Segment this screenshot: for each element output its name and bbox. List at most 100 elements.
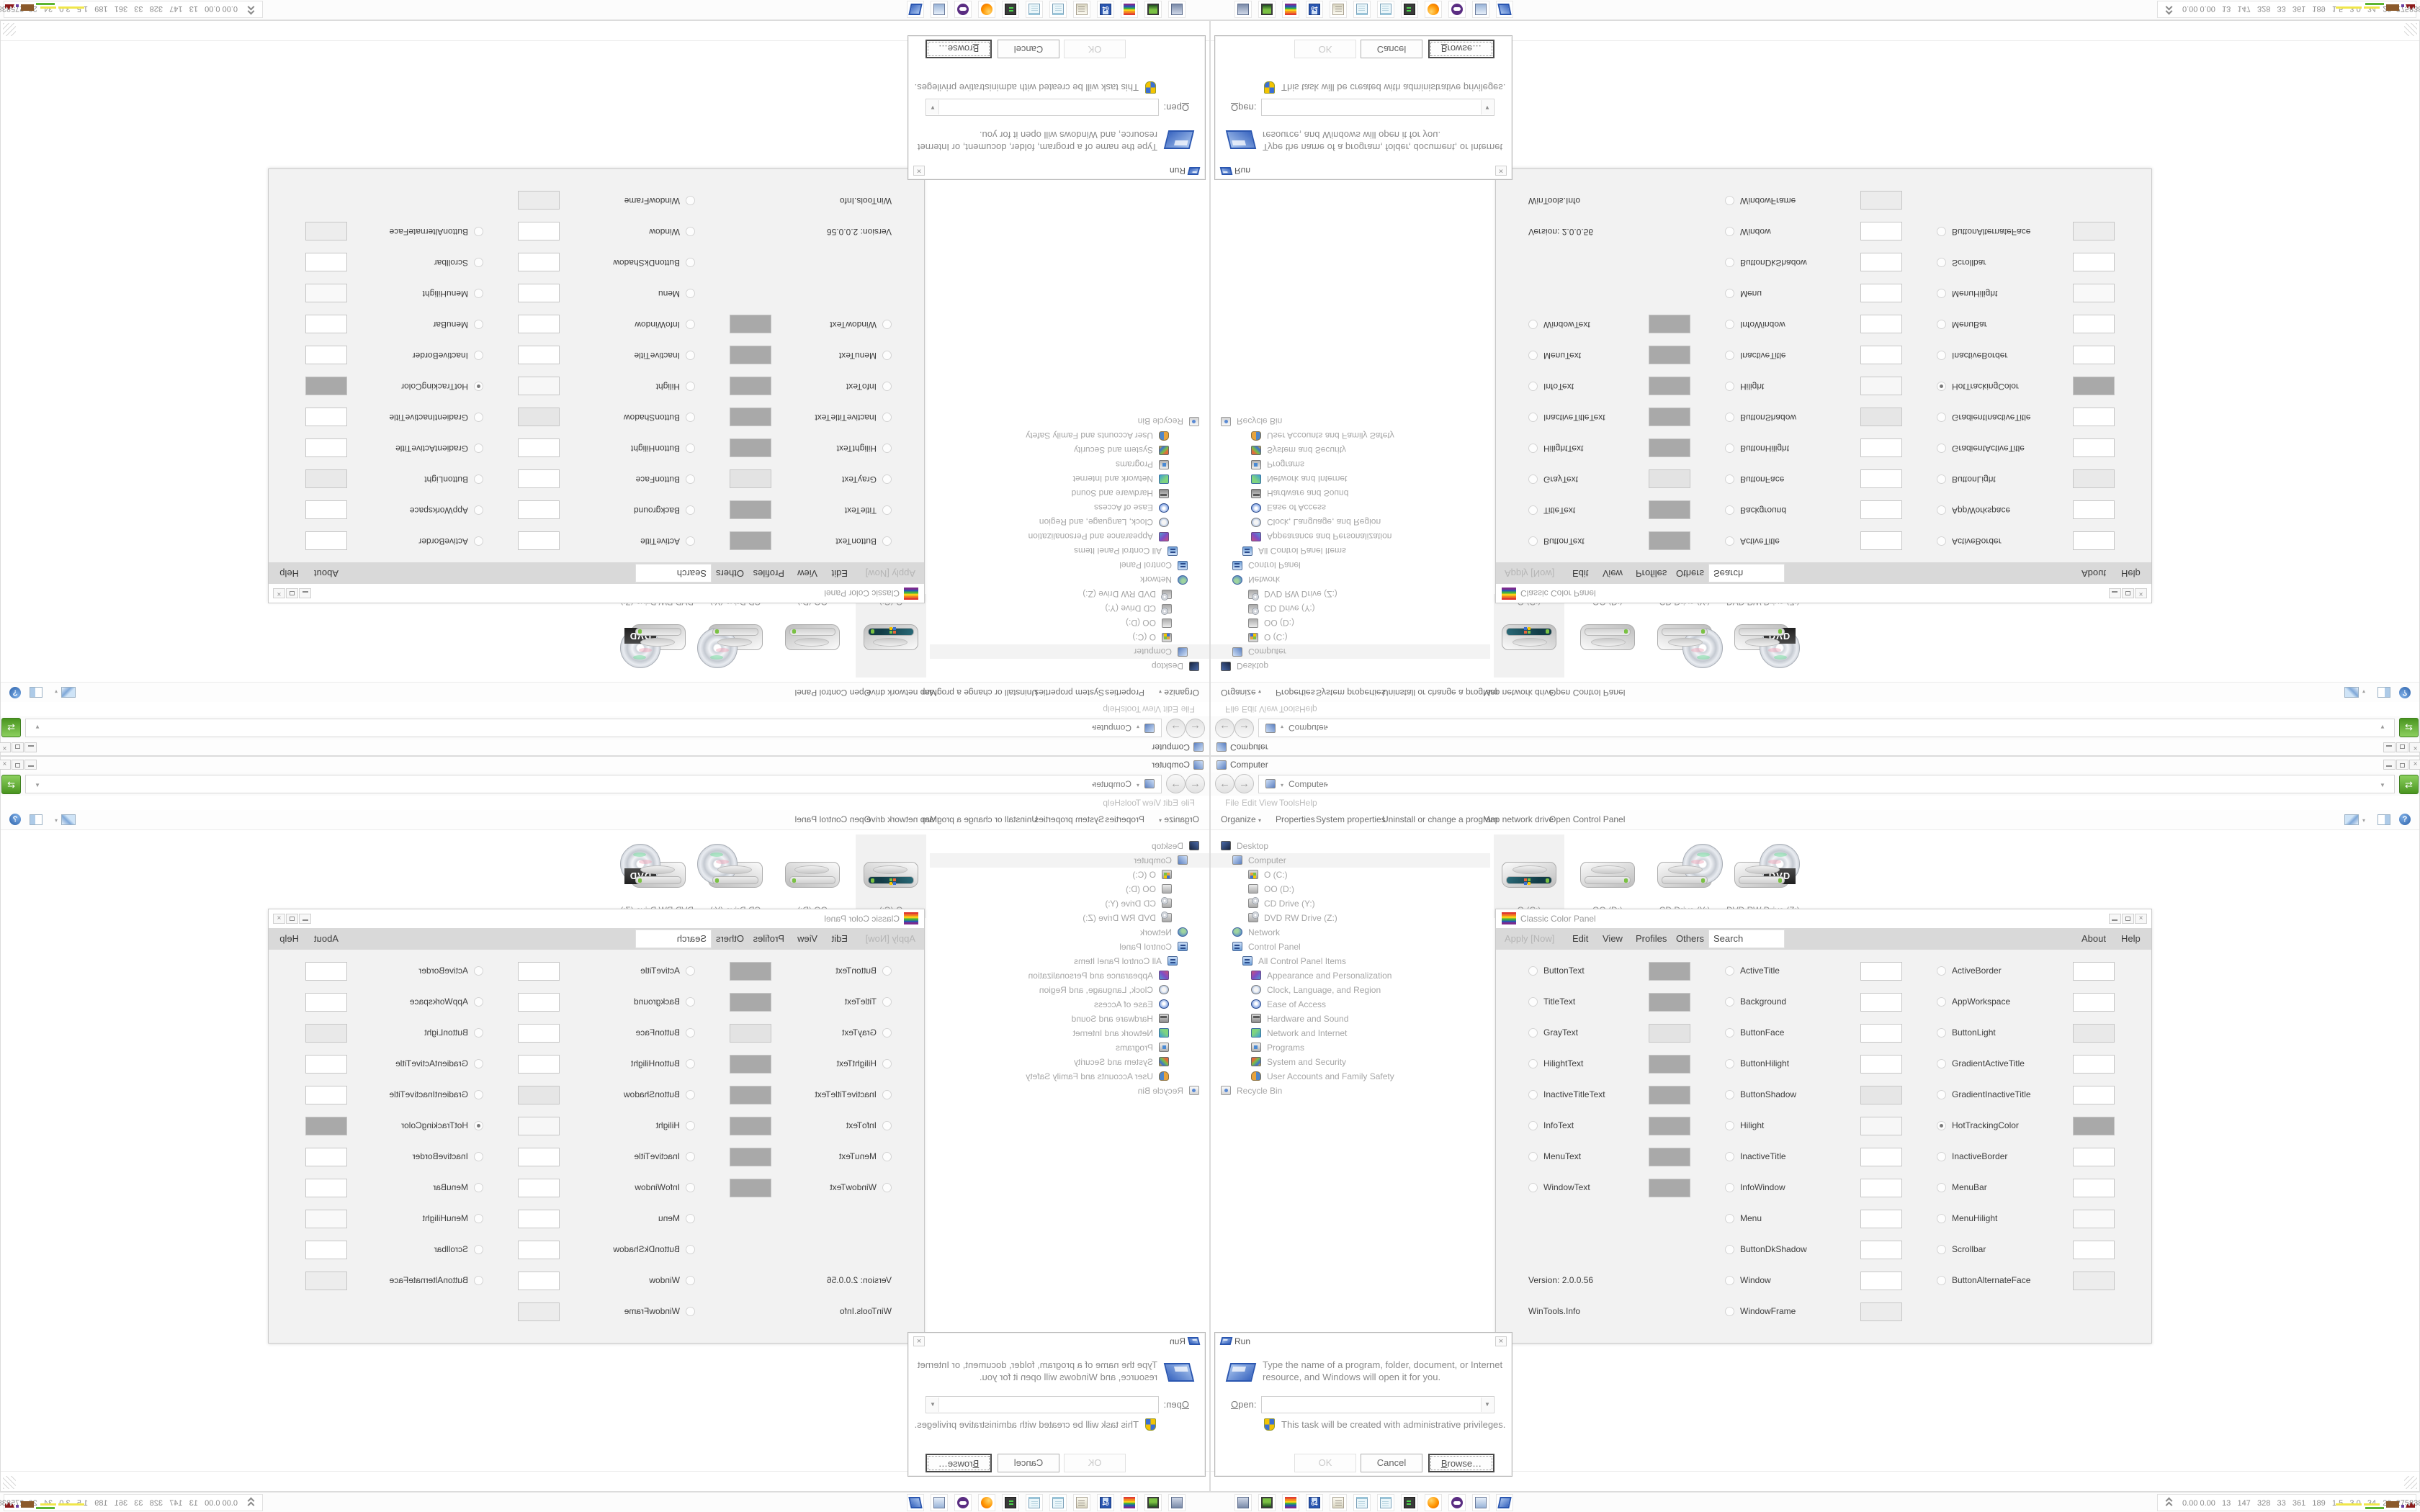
color-swatch[interactable] bbox=[518, 377, 560, 395]
radio-button[interactable] bbox=[1528, 505, 1538, 515]
radio-button[interactable] bbox=[1725, 966, 1734, 976]
taskbar-remote-terminal-icon[interactable] bbox=[1401, 1494, 1418, 1511]
color-swatch[interactable] bbox=[305, 531, 347, 550]
tree-item-hardware-sound[interactable]: Hardware and Sound bbox=[1211, 1012, 1490, 1026]
search-input[interactable]: Search bbox=[635, 930, 712, 948]
taskbar-floppy-64-icon[interactable]: 64 bbox=[1097, 1494, 1114, 1511]
map-network-drive-button[interactable]: Map network drive bbox=[1483, 814, 1554, 824]
radio-button[interactable] bbox=[1528, 966, 1538, 976]
color-swatch[interactable] bbox=[2073, 253, 2115, 271]
taskbar-notepad-icon-2[interactable] bbox=[1377, 1, 1394, 18]
color-swatch[interactable] bbox=[1649, 993, 1690, 1012]
taskbar-incognito-mask-icon[interactable] bbox=[954, 1494, 972, 1511]
taskbar-notepad-icon[interactable] bbox=[1353, 1, 1371, 18]
tree-item-hardware-sound[interactable]: Hardware and Sound bbox=[930, 1012, 1209, 1026]
back-button[interactable]: ← bbox=[1215, 719, 1234, 738]
radio-button[interactable] bbox=[474, 289, 483, 298]
minimize-button[interactable] bbox=[24, 760, 37, 770]
apply-now-button[interactable]: Apply [Now] bbox=[865, 933, 915, 944]
color-swatch[interactable] bbox=[305, 346, 347, 364]
breadcrumb[interactable]: Computer bbox=[1289, 723, 1327, 733]
tree-item-appearance[interactable]: Appearance and Personalization bbox=[930, 529, 1209, 544]
open-control-panel-button[interactable]: Open Control Panel bbox=[1549, 688, 1626, 698]
color-swatch[interactable] bbox=[1649, 1024, 1690, 1043]
drive-tile-cd[interactable]: CD Drive (Y:) bbox=[697, 834, 771, 918]
color-swatch[interactable] bbox=[518, 1302, 560, 1321]
taskbar-run-icon[interactable] bbox=[907, 1, 924, 18]
color-swatch[interactable] bbox=[730, 408, 771, 426]
menu-others[interactable]: Others bbox=[715, 933, 744, 944]
close-button[interactable]: × bbox=[2135, 914, 2147, 924]
taskbar-script-icon[interactable] bbox=[1330, 1, 1347, 18]
radio-button[interactable] bbox=[1937, 1214, 1946, 1223]
color-panel-titlebar[interactable]: Classic Color Panel × bbox=[1496, 909, 2151, 928]
explorer-titlebar[interactable]: Computer × bbox=[0, 739, 1209, 755]
radio-button[interactable] bbox=[474, 1059, 483, 1068]
radio-button[interactable] bbox=[686, 536, 695, 546]
back-button[interactable]: ← bbox=[1186, 719, 1205, 738]
color-swatch[interactable] bbox=[2073, 1148, 2115, 1166]
tree-item-network[interactable]: Network bbox=[1211, 925, 1490, 940]
tree-item-user-accounts[interactable]: User Accounts and Family Safety bbox=[1211, 1069, 1490, 1084]
radio-button[interactable] bbox=[1937, 227, 1946, 236]
radio-button[interactable] bbox=[474, 444, 483, 453]
tree-item-system-security[interactable]: System and Security bbox=[930, 1055, 1209, 1069]
tree-item-drive-d[interactable]: OO (D:) bbox=[930, 882, 1209, 896]
menu-help[interactable]: Help bbox=[279, 933, 299, 944]
radio-button[interactable] bbox=[1937, 1276, 1946, 1285]
radio-button[interactable] bbox=[686, 1121, 695, 1130]
radio-button[interactable] bbox=[1528, 444, 1538, 453]
radio-button[interactable] bbox=[686, 505, 695, 515]
preview-pane-icon[interactable] bbox=[2378, 814, 2390, 825]
combo-dropdown-icon[interactable]: ▼ bbox=[927, 1398, 939, 1412]
radio-button[interactable] bbox=[1937, 997, 1946, 1007]
forward-button[interactable]: → bbox=[1234, 719, 1254, 738]
tree-item-system-security[interactable]: System and Security bbox=[1211, 443, 1490, 457]
address-dropdown-icon[interactable]: ▼ bbox=[2380, 724, 2385, 730]
radio-button[interactable] bbox=[686, 966, 695, 976]
tree-item-user-accounts[interactable]: User Accounts and Family Safety bbox=[930, 1069, 1209, 1084]
tree-item-programs[interactable]: Programs bbox=[1211, 1040, 1490, 1055]
tree-item-drive-c[interactable]: O (C:) bbox=[930, 630, 1209, 644]
wintools-link[interactable]: WinTools.Info bbox=[1528, 196, 1581, 206]
radio-button-selected[interactable] bbox=[1937, 382, 1946, 391]
color-swatch[interactable] bbox=[1860, 222, 1902, 240]
color-swatch[interactable] bbox=[2073, 962, 2115, 981]
search-input[interactable]: Search bbox=[1708, 930, 1785, 948]
radio-button[interactable] bbox=[882, 997, 892, 1007]
taskbar-firefox-icon[interactable] bbox=[1425, 1494, 1442, 1511]
radio-button[interactable] bbox=[1725, 413, 1734, 422]
menu-file[interactable]: File bbox=[1225, 704, 1240, 714]
radio-button[interactable] bbox=[1725, 1121, 1734, 1130]
menu-others[interactable]: Others bbox=[1676, 568, 1705, 579]
radio-button[interactable] bbox=[1528, 351, 1538, 360]
color-swatch[interactable] bbox=[2073, 284, 2115, 302]
drive-tile-cd[interactable]: CD Drive (Y:) bbox=[1649, 834, 1723, 918]
address-field[interactable]: ▾ Computer ▾ ▼ bbox=[1258, 719, 2395, 737]
color-swatch[interactable] bbox=[518, 1241, 560, 1259]
taskbar-green-drive-icon[interactable] bbox=[1258, 1494, 1276, 1511]
taskbar-remote-terminal-icon[interactable] bbox=[1401, 1, 1418, 18]
maximize-button[interactable] bbox=[286, 914, 298, 924]
tree-item-network[interactable]: Network bbox=[1211, 572, 1490, 587]
radio-button[interactable] bbox=[1937, 320, 1946, 329]
color-swatch[interactable] bbox=[1860, 469, 1902, 488]
drive-tile-dvd[interactable]: DVD DVD RW Drive (Z:) bbox=[620, 834, 694, 918]
taskbar-classic-color-panel-icon[interactable] bbox=[1121, 1494, 1138, 1511]
radio-button[interactable] bbox=[882, 1183, 892, 1192]
taskbar-system-monitor-icon[interactable] bbox=[1168, 1494, 1186, 1511]
color-swatch[interactable] bbox=[2073, 222, 2115, 240]
radio-button[interactable] bbox=[686, 444, 695, 453]
color-swatch[interactable] bbox=[518, 1148, 560, 1166]
radio-button[interactable] bbox=[1937, 505, 1946, 515]
radio-button[interactable] bbox=[474, 997, 483, 1007]
menu-tools[interactable]: Tools bbox=[1279, 704, 1300, 714]
preview-pane-icon[interactable] bbox=[30, 814, 42, 825]
menu-profiles[interactable]: Profiles bbox=[1636, 933, 1667, 944]
color-swatch[interactable] bbox=[730, 531, 771, 550]
color-swatch[interactable] bbox=[2073, 1272, 2115, 1290]
minimize-button[interactable] bbox=[299, 588, 311, 598]
explorer-titlebar[interactable]: Computer × bbox=[0, 757, 1209, 773]
drive-tile-c[interactable]: O (C:) bbox=[856, 834, 926, 918]
drive-tile-d[interactable]: OO (D:) bbox=[777, 834, 848, 918]
